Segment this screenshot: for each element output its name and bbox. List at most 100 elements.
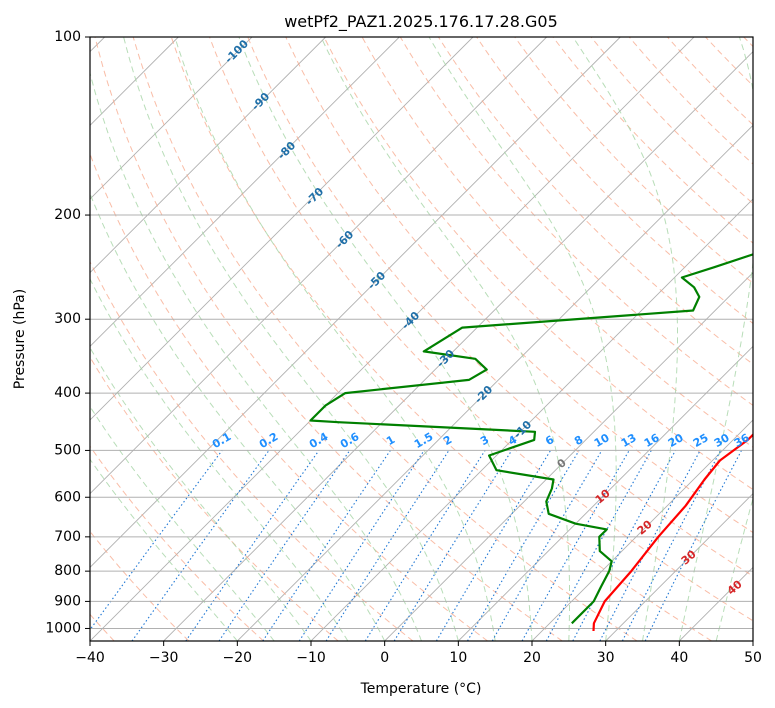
isotherm-line: [90, 37, 547, 495]
isotherm-line: [90, 37, 474, 421]
dry-adiabat-line: [705, 37, 753, 87]
mixing-ratio-label: 30: [712, 431, 732, 450]
y-tick-label: 400: [54, 385, 81, 401]
y-tick-label: 600: [54, 489, 81, 505]
mixing-ratio-line: [491, 450, 603, 641]
mixing-ratio-line: [218, 450, 351, 641]
mixing-ratio-label: 1.5: [412, 430, 435, 451]
chart-title: wetPf2_PAZ1.2025.176.17.28.G05: [284, 12, 558, 32]
x-tick-label: 50: [744, 650, 762, 666]
moist-adiabat-line: [428, 37, 617, 641]
dry-adiabat-line: [628, 37, 753, 165]
mixing-ratio-line: [90, 450, 223, 631]
dry-adiabat-line: [132, 37, 638, 641]
moist-adiabat-line: [752, 639, 753, 641]
dry-adiabat-line: [743, 37, 753, 48]
y-tick-label: 100: [54, 29, 81, 45]
mixing-ratio-label: 6: [543, 433, 556, 448]
mixing-ratio-line: [262, 450, 391, 641]
y-tick-label: 200: [54, 207, 81, 223]
mixing-ratio-label: 25: [691, 431, 711, 450]
moist-adiabat-line: [90, 192, 386, 641]
y-tick-label: 1000: [45, 620, 81, 636]
mixing-ratio-line: [545, 450, 652, 641]
isotherm-line: [605, 493, 753, 641]
mixing-ratio-line: [325, 450, 450, 641]
moist-adiabat-line: [572, 37, 678, 641]
mixing-ratio-line: [393, 450, 513, 641]
isotherm-line: [531, 419, 753, 641]
dry-adiabat-line: [90, 445, 264, 641]
y-tick-label: 800: [54, 563, 81, 579]
mixing-ratio-label: 36: [732, 431, 752, 450]
isotherm-line: [237, 124, 753, 641]
dry-adiabat-label: -100: [222, 37, 251, 66]
mixing-ratio-label: 10: [592, 431, 612, 450]
y-tick-label: 300: [54, 311, 81, 327]
dry-adiabat-line: [667, 37, 753, 126]
mixing-ratio-line: [131, 450, 270, 641]
y-tick-label: 700: [54, 529, 81, 545]
x-axis-title: Temperature (°C): [360, 681, 482, 697]
x-tick-label: −40: [75, 650, 105, 666]
isotherm-line: [458, 345, 753, 641]
dry-adiabat-line: [361, 37, 753, 448]
dry-adiabat-label: -70: [303, 185, 326, 208]
y-tick-label: 900: [54, 593, 81, 609]
mixing-ratio-line: [435, 450, 552, 641]
dry-adiabat-line: [90, 260, 414, 641]
sounding-lines: [309, 253, 753, 632]
mixing-ratio-label: 0.1: [210, 430, 233, 451]
dry-adiabat-line: [399, 37, 753, 406]
x-tick-label: −20: [223, 650, 253, 666]
moist-adiabat-line: [174, 37, 496, 641]
x-tick-label: 20: [523, 650, 541, 666]
mixing-ratio-label: 1: [384, 433, 397, 448]
axes: −40 −30 −20 −10 0 10 20 30 40 5010020030040050060…: [45, 29, 762, 666]
mixing-ratio-line: [572, 450, 676, 641]
dry-adiabat-line: [476, 37, 753, 325]
moist-adiabat-line: [90, 458, 238, 641]
mixing-ratio-line: [467, 450, 580, 641]
dry-adiabat-line: [94, 37, 563, 641]
temperature-profile-line: [592, 433, 753, 632]
mixing-ratio-line: [521, 450, 630, 641]
y-axis-title: Pressure (hPa): [12, 289, 28, 389]
isotherm-line: [384, 272, 753, 641]
x-tick-label: 40: [670, 650, 688, 666]
mixing-ratio-label: 0.6: [338, 430, 362, 451]
dry-adiabat-line: [209, 37, 753, 622]
mixing-ratio-line: [364, 450, 486, 641]
isotherm-line: [752, 640, 753, 641]
moist-adiabat-line: [320, 37, 570, 641]
mixing-ratio-label: 13: [619, 431, 639, 450]
isotherm-line: [163, 51, 753, 641]
isotherm-line: [310, 198, 753, 641]
dry-adiabat-line: [285, 37, 753, 534]
dry-adiabat-line: [90, 152, 488, 641]
mixing-ratio-line: [298, 450, 425, 641]
isotherm-line: [90, 37, 326, 274]
dry-adiabat-line: [437, 37, 753, 365]
mixing-ratio-label: 8: [572, 433, 585, 448]
plot-frame: [89, 36, 754, 642]
moist-adiabat-line: [715, 496, 753, 641]
moist-adiabat-line: [90, 71, 422, 641]
mixing-ratio-label: 20: [666, 431, 686, 450]
moist-adiabat-line: [90, 346, 312, 641]
moist-adiabat-label: 40: [725, 577, 745, 597]
dewpoint-profile-line: [309, 253, 753, 625]
x-tick-label: −30: [149, 650, 179, 666]
dry-adiabat-label: -80: [275, 139, 298, 162]
dry-adiabat-line: [590, 37, 753, 205]
dry-adiabat-line: [552, 37, 753, 244]
mixing-ratio-label: 0.4: [307, 430, 331, 451]
dry-adiabat-line: [323, 37, 753, 491]
mixing-ratio-label: 0.2: [257, 430, 280, 451]
moist-adiabat-line: [90, 405, 275, 641]
x-tick-label: 30: [597, 650, 615, 666]
dry-adiabat-line: [90, 530, 190, 641]
dry-adiabat-line: [514, 37, 753, 284]
x-tick-label: 10: [449, 650, 467, 666]
